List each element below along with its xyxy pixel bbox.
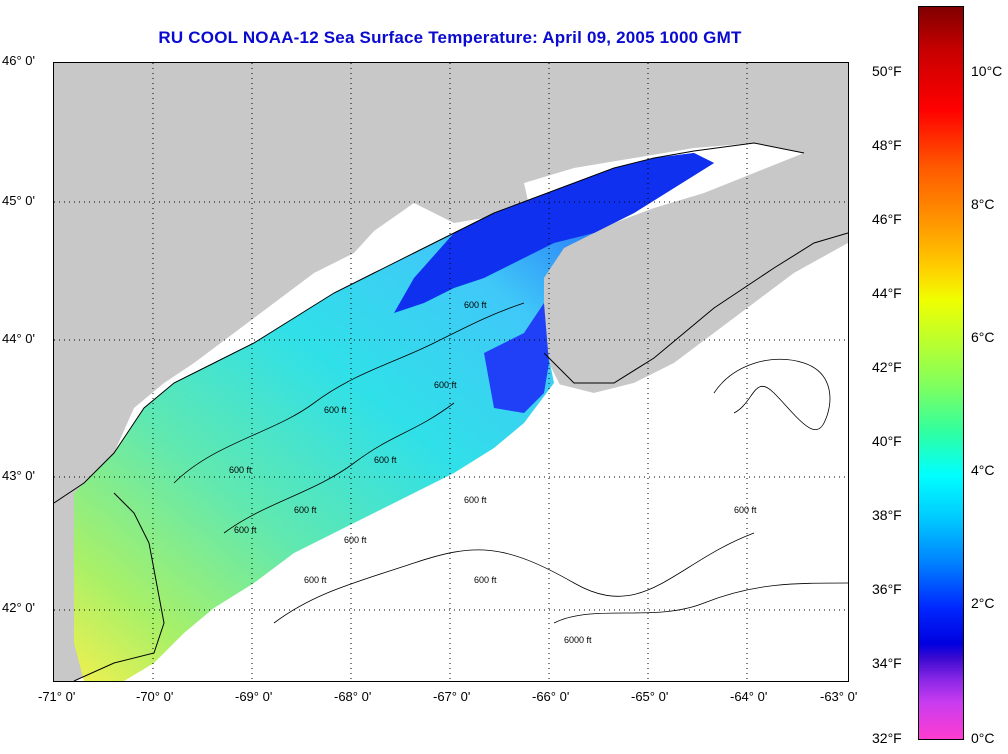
colorbar-label-c: 2°C — [971, 595, 995, 611]
contour-label: 600 ft — [464, 495, 487, 505]
colorbar-label-f: 32°F — [872, 730, 902, 746]
colorbar-label-f: 44°F — [872, 285, 902, 301]
colorbar-label-f: 42°F — [872, 359, 902, 375]
chart-title: RU COOL NOAA-12 Sea Surface Temperature:… — [158, 28, 742, 47]
lon-label-63: -63° 0' — [820, 689, 858, 704]
lon-label-66: -66° 0' — [532, 689, 570, 704]
land-nova-scotia — [544, 233, 848, 393]
sst-cold-fundy — [394, 153, 714, 313]
contour-label: 6000 ft — [564, 635, 592, 645]
grid-lines — [54, 63, 848, 681]
sst-cold-scotian — [484, 303, 549, 413]
contour-label: 600 ft — [304, 575, 327, 585]
lon-label-68: -68° 0' — [334, 689, 372, 704]
coastline — [54, 142, 805, 504]
sst-coverage — [74, 153, 714, 681]
contour-label: 600 ft — [229, 465, 252, 475]
lon-label-67: -67° 0' — [433, 689, 471, 704]
contour-label: 600 ft — [464, 300, 487, 310]
lat-label-46: 46° 0' — [2, 53, 35, 68]
contour-label: 600 ft — [234, 525, 257, 535]
lat-label-44: 44° 0' — [2, 331, 35, 346]
lon-label-70: -70° 0' — [136, 689, 174, 704]
contour-label: 600 ft — [344, 535, 367, 545]
colorbar-label-c: 8°C — [971, 196, 995, 212]
colorbar-label-c: 10°C — [971, 63, 1003, 79]
lon-label-69: -69° 0' — [235, 689, 273, 704]
map-canvas: 600 ft 600 ft 600 ft 600 ft 600 ft 600 f… — [54, 63, 848, 681]
lon-label-65: -65° 0' — [631, 689, 669, 704]
contour-label: 600 ft — [324, 405, 347, 415]
colorbar-label-f: 36°F — [872, 581, 902, 597]
colorbar-label-f: 50°F — [872, 63, 902, 79]
colorbar-label-f: 46°F — [872, 211, 902, 227]
contour-label: 600 ft — [294, 505, 317, 515]
colorbar-label-c: 4°C — [971, 462, 995, 478]
temperature-colorbar — [918, 6, 964, 740]
depth-contour — [173, 302, 525, 484]
colorbar-label-f: 48°F — [872, 137, 902, 153]
contour-label: 600 ft — [374, 455, 397, 465]
lat-label-42: 42° 0' — [2, 600, 35, 615]
contour-label: 600 ft — [474, 575, 497, 585]
colorbar-label-f: 40°F — [872, 433, 902, 449]
contour-label: 600 ft — [734, 505, 757, 515]
colorbar-label-f: 34°F — [872, 655, 902, 671]
contour-label: 600 ft — [434, 380, 457, 390]
lon-label-64: -64° 0' — [730, 689, 768, 704]
lat-label-45: 45° 0' — [2, 193, 35, 208]
no-data-ocean — [154, 243, 848, 681]
lon-label-71: -71° 0' — [38, 689, 76, 704]
colorbar-label-f: 38°F — [872, 507, 902, 523]
colorbar-label-c: 0°C — [971, 730, 995, 746]
lat-label-43: 43° 0' — [2, 468, 35, 483]
colorbar-label-c: 6°C — [971, 329, 995, 345]
sst-map[interactable]: 600 ft 600 ft 600 ft 600 ft 600 ft 600 f… — [53, 62, 849, 682]
